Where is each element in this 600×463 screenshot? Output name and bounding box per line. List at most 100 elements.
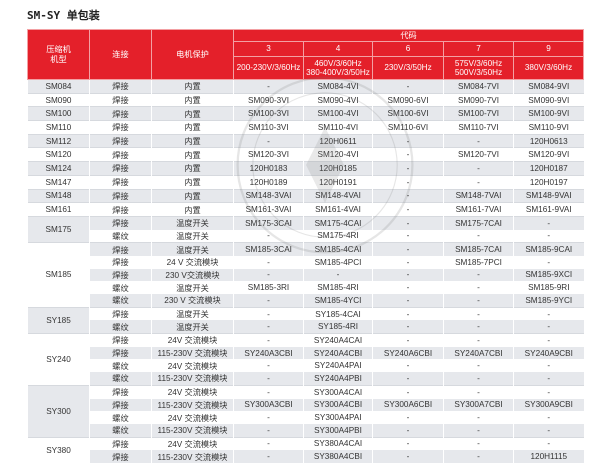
cell-code-6: -: [372, 333, 444, 347]
cell-code-7: -: [477, 361, 480, 371]
cell-code-7: -: [443, 423, 514, 438]
cell-code-4: SY380A4CAI: [303, 436, 373, 451]
cell-code-4: SM100-4VI: [303, 106, 373, 121]
cell-code-7: -: [477, 283, 480, 293]
cell-code-9: 120H0187: [513, 161, 584, 176]
cell-code-4: SM185-4PCI: [314, 257, 362, 267]
cell-code-9: SM100-9VI: [513, 106, 584, 121]
table-row: SM175 焊接 温度开关 SM175-3CAI SM175-4CAI - SM175-7C…: [27, 215, 584, 243]
cell-code-9: -: [547, 413, 551, 423]
cell-code-3: -: [233, 384, 304, 399]
table-row: SM161 焊接 内置 SM161-3VAI SM161-4VAI - SM161-7VAI…: [27, 202, 584, 217]
header-motor-protection: 电机保护: [151, 29, 234, 80]
cell-code-3: SM090-3VI: [233, 92, 304, 107]
cell-code-7: -: [477, 413, 480, 423]
page-title: SM-SY 单包装: [27, 9, 100, 22]
header-connection: 连接: [89, 29, 152, 80]
cell-code-4: SY240A4PBI: [303, 372, 373, 386]
cell-code-9: -: [513, 333, 584, 347]
table-row: 焊接 230 V交流模块 - - - - SM185-9XCI: [28, 268, 584, 282]
cell-code-6: SM110-6VI: [372, 120, 444, 135]
cell-code-6: -: [372, 320, 444, 334]
cell-code-6: SM100-6VI: [372, 106, 444, 121]
cell-code-4: SM175-4CAI: [303, 215, 373, 230]
cell-model: SM124: [27, 161, 90, 176]
cell-code-9: -: [513, 320, 584, 334]
table-row: SM090 焊接 内置 SM090-3VI SM090-4VI SM090-6VI SM09…: [27, 92, 584, 107]
cell-code-4: 120H0191: [303, 174, 373, 189]
cell-model: SM120: [27, 147, 90, 162]
header-code-6: 6: [372, 41, 444, 57]
cell-motor-protection: 24V 交流模块: [167, 413, 218, 423]
cell-code-3: -: [233, 294, 304, 308]
header-code-9: 9: [512, 41, 585, 57]
cell-model: SM110: [27, 120, 90, 135]
cell-code-7: SM148-7VAI: [443, 188, 514, 203]
cell-code-9: 120H1115: [513, 450, 584, 463]
cell-model: SM147: [27, 174, 90, 189]
cell-code-4: SY240A4CBI: [303, 346, 373, 360]
cell-code-7: SM100-7VI: [443, 106, 514, 121]
cell-model: SM090: [27, 92, 90, 107]
cell-code-6: -: [372, 450, 444, 463]
cell-motor-protection: 内置: [151, 174, 234, 189]
table-row: 螺纹 230 V 交流模块 - SM185-4YCI - - SM185-9YCI: [28, 294, 584, 308]
cell-code-9: SY240A9CBI: [513, 346, 584, 360]
cell-code-3: -: [267, 361, 270, 371]
cell-code-7: -: [443, 450, 514, 463]
cell-connection: 螺纹: [89, 294, 152, 308]
cell-code-6: -: [372, 436, 444, 451]
cell-code-3: SM185-3RI: [247, 283, 290, 293]
cell-connection: 焊接: [89, 306, 152, 321]
cell-motor-protection: 温度开关: [176, 231, 209, 241]
cell-code-6: -: [372, 133, 444, 148]
cell-motor-protection: 温度开关: [151, 306, 234, 321]
cell-code-9: -: [513, 215, 584, 230]
cell-code-4: SY240A4PAI: [314, 361, 362, 371]
cell-code-3: -: [233, 333, 304, 347]
table-row: SY240 焊接 24V 交流模块 - SY240A4CAI - - -: [27, 333, 584, 386]
cell-code-3: -: [233, 268, 304, 282]
cell-connection: 焊接: [89, 202, 152, 217]
cell-code-6: -: [372, 294, 444, 308]
cell-code-3: -: [267, 257, 270, 267]
cell-code-3: -: [233, 320, 304, 334]
cell-code-9: -: [513, 384, 584, 399]
cell-code-4: SM185-4CAI: [303, 242, 373, 256]
cell-code-6: -: [372, 174, 444, 189]
cell-code-4: SY240A4CAI: [303, 333, 373, 347]
cell-code-6: -: [406, 231, 410, 241]
cell-code-9: -: [513, 306, 584, 321]
cell-motor-protection: 24V 交流模块: [167, 361, 218, 371]
header-voltage: 230V/3/50Hz: [372, 56, 444, 80]
cell-connection: 焊接: [89, 436, 152, 451]
cell-model: SM084: [27, 79, 90, 94]
cell-code-6: -: [372, 188, 444, 203]
cell-code-9: -: [513, 436, 584, 451]
cell-code-7: SM090-7VI: [443, 92, 514, 107]
header-code: 代码: [232, 29, 585, 42]
cell-code-9: SM185-9RI: [528, 283, 570, 293]
cell-code-4: SY300A4PAI: [314, 413, 362, 423]
table-row: 焊接 115-230V 交流模块 - SY380A4CBI - -120H1115: [28, 450, 584, 463]
cell-code-6: -: [406, 361, 410, 371]
cell-code-7: SY240A7CBI: [443, 346, 514, 360]
cell-code-4: SY300A4PBI: [303, 423, 373, 438]
cell-motor-protection: 内置: [151, 120, 234, 135]
table-row: 螺纹 24V 交流模块 - SY240A4PAI - - -: [28, 359, 584, 372]
cell-motor-protection: 230 V交流模块: [151, 268, 234, 282]
cell-code-6: -: [372, 79, 444, 94]
cell-code-6: SY300A6CBI: [372, 398, 444, 412]
table-row: SM112 焊接 内置 -120H0611- -120H0613: [27, 133, 584, 148]
cell-code-6: SM090-6VI: [372, 92, 444, 107]
cell-code-3: SM120-3VI: [233, 147, 304, 162]
cell-motor-protection: 115-230V 交流模块: [151, 423, 234, 438]
cell-connection: 焊接: [89, 188, 152, 203]
cell-connection: 焊接: [89, 79, 152, 94]
cell-code-7: -: [443, 161, 514, 176]
cell-motor-protection: 24 V 交流模块: [166, 258, 219, 268]
header-model: 压缩机 机型: [27, 29, 90, 80]
cell-code-3: -: [267, 413, 270, 423]
cell-code-4: SY300A4CAI: [303, 384, 373, 399]
cell-motor-protection: 230 V 交流模块: [151, 294, 234, 308]
